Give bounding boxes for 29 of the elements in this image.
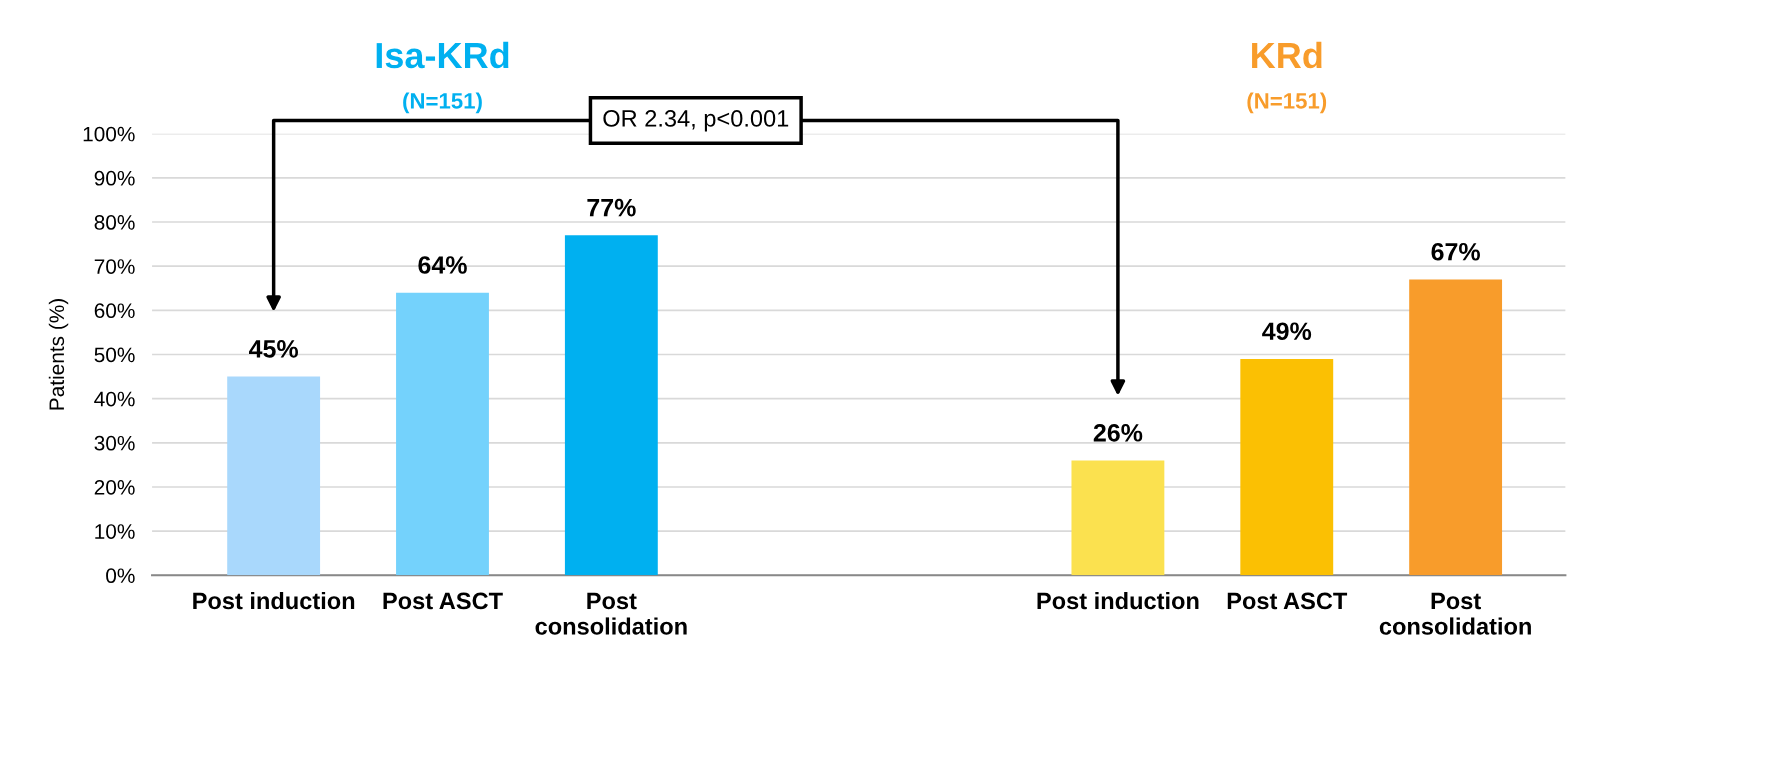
- y-tick-label: 100%: [83, 126, 135, 142]
- data-label: 77%: [587, 198, 636, 217]
- text: (N=151): [403, 92, 482, 114]
- y-tick-label: 20%: [94, 479, 135, 495]
- y-tick-label: 40%: [94, 391, 135, 407]
- text: OR 2.34, p<0.001: [603, 110, 789, 132]
- x-tick-label: Post ASCT: [383, 592, 503, 610]
- x-tick-label: Post consolidation: [535, 592, 687, 635]
- y-tick-label: 50%: [94, 347, 135, 363]
- x-tick-label: Post induction: [193, 591, 355, 610]
- y-tick-label: 70%: [94, 259, 135, 274]
- text: Isa-KRd: [376, 41, 509, 69]
- data-label: 26%: [1093, 423, 1143, 442]
- y-tick-label: 60%: [94, 303, 135, 319]
- y-tick-label: 30%: [94, 435, 135, 451]
- data-label: 64%: [418, 256, 467, 274]
- text: KRd: [1252, 41, 1322, 69]
- x-tick-label: Post ASCT: [1227, 592, 1348, 610]
- data-label: 49%: [1262, 322, 1312, 341]
- y-tick-label: 80%: [94, 215, 135, 230]
- data-label: 45%: [249, 340, 298, 358]
- x-tick-label: Post induction: [1037, 591, 1199, 610]
- y-tick-label: 90%: [94, 170, 135, 186]
- text: (N=151): [1247, 92, 1327, 114]
- data-label: 67%: [1431, 242, 1480, 261]
- y-tick-label: 0%: [106, 568, 135, 584]
- y-axis-title: Patients (%): [48, 299, 69, 410]
- y-tick-label: 10%: [95, 524, 135, 539]
- x-tick-label: Post consolidation: [1379, 592, 1531, 635]
